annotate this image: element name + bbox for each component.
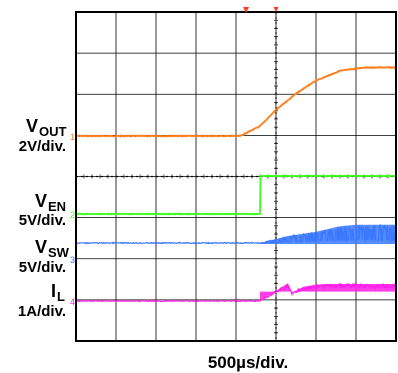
label-vout-sub: OUT (39, 124, 67, 139)
label-vout-name: V (26, 116, 38, 136)
channel-marker-ven: 2 (70, 210, 75, 220)
label-vsw-name: V (35, 237, 47, 257)
trace-vout (76, 65, 397, 138)
label-vsw-scale: 5V/div. (19, 259, 66, 276)
channel-marker-vout: 1 (70, 132, 75, 142)
trace-ven (75, 174, 396, 216)
trigger-marker (243, 7, 249, 13)
label-ven-name: V (35, 191, 47, 211)
label-il-scale: 1A/div. (18, 303, 66, 320)
label-ven-sub: EN (48, 199, 66, 214)
plot-frame (75, 11, 397, 342)
label-il-name: I (51, 281, 56, 301)
trigger-markers (243, 7, 279, 13)
label-ven-scale: 5V/div. (19, 212, 66, 229)
frame-border (75, 11, 397, 342)
time-position-marker (273, 7, 279, 12)
label-vout-scale: 2V/div. (19, 138, 66, 155)
envelope-il (260, 283, 396, 301)
label-il-sub: L (57, 289, 65, 304)
x-axis-label: 500µs/div. (208, 353, 288, 372)
channel-marker-vsw: 3 (70, 255, 75, 265)
label-vsw-sub: SW (48, 245, 70, 260)
envelope-vsw (260, 224, 396, 244)
channel-marker-il: 4 (70, 297, 75, 307)
traces (75, 65, 397, 303)
